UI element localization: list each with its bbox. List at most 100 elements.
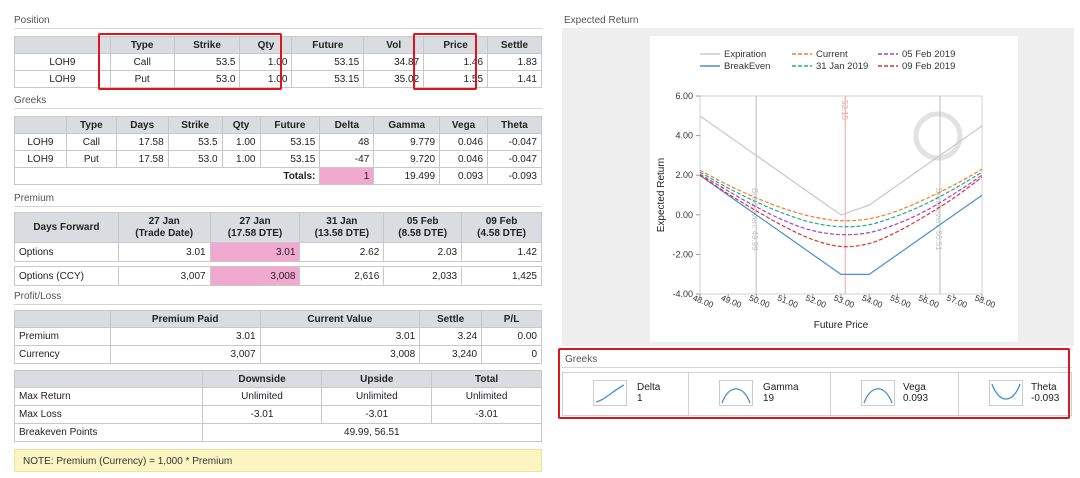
pl-cell: 3,007: [109, 345, 261, 364]
returns-cell: -3.01: [321, 405, 433, 424]
pl-cell: 3.01: [109, 327, 261, 346]
pl-row: Currency 3,007 3,008 3,240 0: [14, 345, 542, 364]
expected-return-section-title: Expected Return: [564, 15, 639, 26]
legend-label: Expiration: [724, 49, 766, 60]
arch-curve-icon: [861, 380, 895, 406]
greeks-cell: 53.15: [259, 150, 321, 168]
valley-curve-icon: [989, 380, 1023, 406]
returns-breakeven-value: 49.99, 56.51: [201, 423, 543, 442]
returns-col-downside: Downside: [201, 370, 323, 388]
greek-card-vega[interactable]: Vega 0.093: [831, 373, 959, 415]
greeks-cell: 17.58: [115, 133, 169, 151]
position-cell-strike: 53.5: [173, 53, 241, 71]
greeks-cell: 53.0: [167, 150, 223, 168]
greeks-total-gamma: 19.499: [373, 167, 441, 185]
greek-card-gamma[interactable]: Gamma 19: [689, 373, 831, 415]
premium-cell: 1.42: [461, 242, 542, 262]
pl-cell: 0: [481, 345, 542, 364]
legend-label: BreakEven: [724, 61, 770, 72]
x-tick-label: 49.00: [720, 293, 744, 310]
greek-name: Delta: [637, 382, 661, 393]
premium-cell: 1,425: [461, 266, 542, 286]
x-tick-label: 50.00: [748, 293, 772, 310]
position-cell-future: 53.15: [291, 70, 365, 88]
greeks-col-vega: Vega: [439, 116, 489, 134]
position-cell-vol: 34.87: [363, 53, 425, 71]
greeks-cell: 53.5: [167, 133, 223, 151]
greeks-cell: -47: [319, 150, 375, 168]
greeks-col-delta: Delta: [319, 116, 375, 134]
premium-cell: 3.01: [209, 242, 301, 262]
greeks-col-type: Type: [65, 116, 117, 134]
y-tick-label: -2.00: [672, 249, 693, 259]
position-cell-settle: 1.83: [487, 53, 542, 71]
greeks-cell: 9.779: [373, 133, 441, 151]
arch-curve-icon: [719, 380, 753, 406]
greek-card-theta[interactable]: Theta -0.093: [959, 373, 1071, 415]
greek-card-delta[interactable]: Delta 1: [563, 373, 689, 415]
returns-col-total: Total: [431, 370, 542, 388]
premium-col-date: 05 Feb (8.58 DTE): [383, 212, 463, 243]
returns-row-max-return: Max Return Unlimited Unlimited Unlimited: [14, 387, 542, 406]
pl-row-label: Premium: [14, 327, 111, 346]
pl-col-blank: [14, 310, 111, 328]
pl-cell: 0.00: [481, 327, 542, 346]
returns-cell: -3.01: [431, 405, 542, 424]
returns-col-upside: Upside: [321, 370, 433, 388]
returns-cell: Unlimited: [201, 387, 323, 406]
y-axis-label: Expected Return: [656, 158, 667, 233]
series-line-05-feb-2019: [699, 173, 983, 236]
premium-section-title: Premium: [14, 193, 55, 204]
legend-label: 09 Feb 2019: [902, 61, 955, 72]
x-tick-label: 56.00: [917, 293, 941, 310]
x-tick-label: 57.00: [945, 293, 969, 310]
position-cell-symbol: LOH9: [14, 70, 111, 88]
expected-return-chart-panel: 6.00 4.00 2.00 0.00 -2.00 -4.00 48.00 49.00 50.0…: [650, 36, 1018, 342]
greeks-cell: 1.00: [221, 133, 261, 151]
x-tick-label: 58.00: [973, 293, 997, 310]
greeks-col-qty: Qty: [221, 116, 261, 134]
greek-name: Vega: [903, 382, 926, 393]
pl-col-current-value: Current Value: [259, 310, 421, 328]
position-cell-strike: 53.0: [173, 70, 241, 88]
returns-cell: -3.01: [201, 405, 323, 424]
current-price-label: 53.15: [840, 100, 849, 121]
premium-col-days-forward: Days Forward: [14, 212, 119, 243]
premium-row-options: Options 3.01 3.01 2.62 2.03 1.42: [14, 242, 542, 262]
pl-cell: 3.24: [419, 327, 483, 346]
pl-cell: 3.01: [259, 327, 421, 346]
position-cell-symbol: LOH9: [14, 53, 111, 71]
profit-loss-section-title: Profit/Loss: [14, 291, 62, 302]
pl-col-premium-paid: Premium Paid: [109, 310, 261, 328]
x-tick-label: 53.00: [832, 293, 856, 310]
returns-col-blank: [14, 370, 203, 388]
x-axis-label: Future Price: [814, 320, 869, 331]
position-cell-future: 53.15: [291, 53, 365, 71]
greeks-cell: -0.047: [487, 150, 542, 168]
greeks-col-strike: Strike: [167, 116, 223, 134]
greeks-cell: 53.15: [259, 133, 321, 151]
premium-col-date: 31 Jan (13.58 DTE): [299, 212, 385, 243]
x-tick-label: 55.00: [889, 293, 913, 310]
greek-name: Gamma: [763, 382, 799, 393]
pl-col-pl: P/L: [481, 310, 542, 328]
greek-value: 1: [637, 393, 643, 404]
greeks-cell: -0.047: [487, 133, 542, 151]
y-tick-label: -4.00: [672, 289, 693, 299]
x-tick-label: 48.00: [691, 293, 715, 310]
legend-label: 31 Jan 2019: [816, 61, 868, 72]
y-tick-label: 6.00: [675, 91, 693, 101]
position-section-title: Position: [14, 15, 50, 26]
position-col-future: Future: [291, 36, 365, 54]
legend-label: Current: [816, 49, 848, 60]
position-cell-type: Call: [109, 53, 175, 71]
pl-row-label: Currency: [14, 345, 111, 364]
position-cell-qty: 1.00: [239, 70, 293, 88]
greeks-cell: Call: [65, 133, 117, 151]
series-line-current: [699, 168, 983, 222]
premium-cell: 2.62: [299, 242, 385, 262]
series-line-expiration: [699, 115, 983, 216]
position-row: LOH9 Put 53.0 1.00 53.15 35.02 1.55 1.41: [14, 70, 542, 88]
returns-table: Downside Upside Total Max Return Unlimit…: [14, 370, 543, 442]
